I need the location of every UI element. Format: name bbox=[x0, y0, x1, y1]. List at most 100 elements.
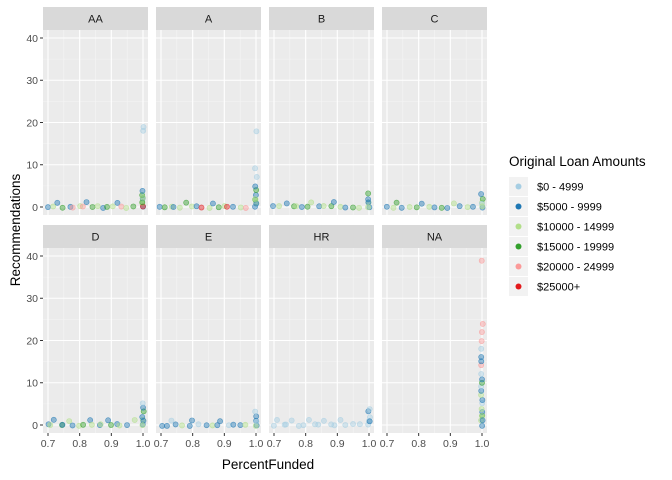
data-point bbox=[172, 421, 179, 428]
data-point bbox=[161, 204, 168, 211]
data-point bbox=[350, 421, 356, 427]
data-point bbox=[478, 257, 485, 264]
data-point bbox=[253, 413, 260, 420]
data-point bbox=[276, 203, 282, 209]
data-point bbox=[274, 417, 280, 423]
legend-item: $20000 - 24999 bbox=[509, 257, 614, 276]
data-point bbox=[186, 423, 193, 429]
data-point bbox=[406, 204, 413, 210]
y-tick-label: 30 bbox=[26, 75, 38, 87]
facet-strip-label: B bbox=[318, 14, 325, 26]
data-point bbox=[168, 417, 175, 424]
y-tick-label: 40 bbox=[26, 251, 38, 263]
facet-panel-a: A bbox=[156, 7, 261, 215]
data-point bbox=[140, 404, 146, 411]
data-point bbox=[365, 421, 372, 428]
x-tick-label: 0.8 bbox=[185, 438, 200, 450]
y-tick-label: 20 bbox=[26, 117, 38, 129]
data-point bbox=[365, 196, 372, 203]
x-tick-label: 0.8 bbox=[411, 438, 426, 450]
data-point bbox=[426, 203, 433, 210]
facet-strip bbox=[156, 225, 261, 248]
legend: Original Loan Amounts $0 - 4999 $5000 - 9… bbox=[509, 154, 646, 296]
facet-strip bbox=[43, 225, 148, 248]
facet-panel-b: B bbox=[269, 7, 374, 215]
data-point bbox=[356, 421, 363, 428]
legend-item: $10000 - 14999 bbox=[509, 217, 614, 236]
legend-swatch bbox=[515, 183, 522, 190]
data-point bbox=[478, 354, 485, 360]
facet-panel-na: NA bbox=[382, 225, 487, 433]
data-point bbox=[140, 124, 147, 130]
data-point bbox=[159, 422, 166, 429]
x-tick-label: 0.7 bbox=[154, 438, 169, 450]
data-point bbox=[350, 204, 356, 211]
data-point bbox=[189, 203, 195, 210]
data-point bbox=[295, 423, 302, 429]
facet-strip-label: E bbox=[205, 232, 212, 244]
facet-strip-label: C bbox=[431, 14, 439, 26]
data-point bbox=[390, 204, 397, 211]
data-point bbox=[478, 392, 484, 398]
data-point bbox=[479, 203, 486, 210]
data-point bbox=[464, 204, 471, 211]
data-point bbox=[283, 421, 289, 428]
data-point bbox=[365, 199, 372, 206]
x-tick-label: 0.9 bbox=[217, 438, 232, 450]
y-tick-label: 0 bbox=[32, 202, 38, 214]
data-point bbox=[104, 203, 110, 210]
legend-swatch bbox=[515, 203, 522, 210]
data-point bbox=[342, 422, 349, 428]
x-tick-label: 0.7 bbox=[41, 438, 56, 450]
data-point bbox=[69, 422, 76, 429]
data-point bbox=[478, 358, 485, 365]
data-point bbox=[164, 422, 170, 429]
y-axis-ticks: 0 10 20 30 40 0 10 20 30 40 bbox=[26, 33, 43, 432]
data-point bbox=[89, 204, 96, 210]
x-tick-label: 0.9 bbox=[330, 438, 345, 450]
legend-swatch bbox=[515, 243, 522, 250]
facet-strip bbox=[156, 7, 261, 30]
facet-strip-label: AA bbox=[88, 14, 103, 26]
data-point bbox=[203, 422, 210, 429]
data-point bbox=[478, 345, 485, 352]
data-point bbox=[418, 200, 425, 207]
y-tick-label: 10 bbox=[26, 378, 38, 390]
x-tick-label: 0.9 bbox=[104, 438, 119, 450]
data-point bbox=[206, 205, 213, 211]
x-axis-title: PercentFunded bbox=[222, 457, 314, 472]
y-tick-label: 40 bbox=[26, 33, 38, 45]
data-point bbox=[176, 204, 183, 211]
data-point bbox=[300, 422, 307, 429]
data-point bbox=[242, 205, 249, 211]
legend-item: $5000 - 9999 bbox=[509, 197, 602, 216]
x-tick-label: 0.8 bbox=[72, 438, 87, 450]
data-point bbox=[139, 187, 146, 194]
legend-item: $0 - 4999 bbox=[509, 177, 583, 196]
data-point bbox=[114, 199, 121, 206]
legend-swatch bbox=[515, 263, 522, 270]
data-point bbox=[253, 200, 260, 207]
data-point bbox=[342, 204, 349, 211]
data-point bbox=[366, 418, 373, 425]
data-point bbox=[431, 204, 438, 211]
data-point bbox=[193, 203, 200, 210]
facet-strip bbox=[382, 7, 487, 30]
legend-label: $5000 - 9999 bbox=[537, 202, 602, 214]
facet-panel-d: D bbox=[43, 225, 148, 433]
facet-strip bbox=[43, 7, 148, 30]
data-point bbox=[330, 199, 337, 205]
data-point bbox=[96, 422, 103, 429]
x-tick-label: 0.7 bbox=[380, 438, 395, 450]
data-point bbox=[478, 191, 485, 197]
data-point bbox=[139, 400, 146, 407]
data-point bbox=[140, 203, 146, 210]
data-point bbox=[479, 413, 485, 419]
data-point bbox=[478, 338, 485, 345]
data-point bbox=[451, 200, 457, 207]
data-point bbox=[283, 200, 290, 207]
x-tick-label: 0.9 bbox=[443, 438, 458, 450]
data-point bbox=[306, 416, 312, 423]
facet-strip-label: D bbox=[92, 232, 100, 244]
